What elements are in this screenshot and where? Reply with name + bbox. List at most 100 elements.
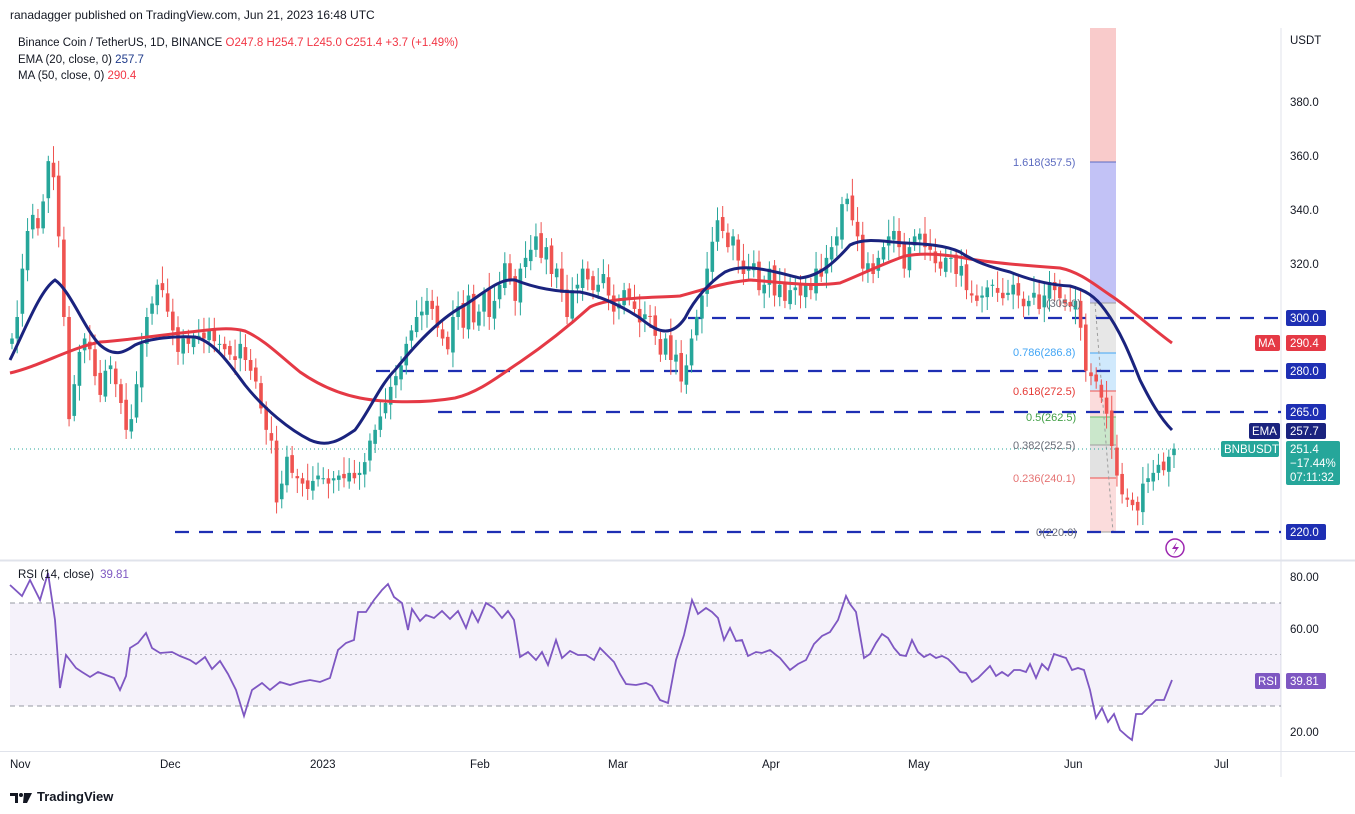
tag-last-value: 251.4 bbox=[1290, 444, 1319, 456]
candle-body bbox=[1026, 300, 1031, 307]
candle-body bbox=[1042, 295, 1047, 308]
candle-body bbox=[254, 367, 258, 382]
lightning-icon[interactable] bbox=[1165, 538, 1185, 558]
month-nov: Nov bbox=[10, 759, 31, 771]
candle-body bbox=[279, 483, 284, 500]
fib-zone-0236 bbox=[1090, 478, 1116, 532]
candle-body bbox=[1084, 324, 1088, 371]
month-apr: Apr bbox=[762, 759, 780, 771]
candle-body bbox=[503, 263, 507, 288]
candle-body bbox=[554, 268, 559, 278]
tag-ema[interactable]: EMA 257.7 bbox=[1249, 423, 1326, 439]
candle-body bbox=[653, 315, 658, 336]
price-tick-380: 380.0 bbox=[1290, 97, 1319, 109]
candle-body bbox=[222, 343, 227, 350]
candle-body bbox=[1078, 300, 1083, 328]
candle-body bbox=[897, 231, 901, 248]
candle-body bbox=[736, 239, 741, 261]
candle-body bbox=[1006, 292, 1010, 295]
rsi-tick-20: 20.00 bbox=[1290, 727, 1319, 739]
candle-body bbox=[186, 336, 191, 344]
candle-body bbox=[731, 236, 735, 246]
tradingview-footer[interactable]: TradingView bbox=[10, 789, 113, 804]
candle-body bbox=[549, 245, 554, 274]
rsi-value: 39.81 bbox=[100, 569, 129, 581]
candle-body bbox=[461, 303, 466, 328]
candle-body bbox=[311, 480, 315, 491]
candle-body bbox=[62, 239, 66, 317]
fibonacci-tool[interactable] bbox=[1090, 28, 1116, 533]
month-jun: Jun bbox=[1064, 759, 1083, 771]
candle-body bbox=[409, 330, 414, 341]
ma-row[interactable]: MA (50, close, 0) 290.4 bbox=[18, 68, 458, 85]
candle-body bbox=[77, 351, 82, 386]
ema-value: 257.7 bbox=[115, 53, 144, 66]
candle-body bbox=[72, 384, 77, 416]
candle-body bbox=[969, 293, 974, 296]
candle-body bbox=[1146, 478, 1150, 483]
candle-body bbox=[1089, 372, 1093, 377]
tag-change: −17.44% bbox=[1290, 458, 1336, 470]
candle-body bbox=[93, 349, 97, 377]
ma50-line[interactable] bbox=[9, 252, 1173, 404]
chart-legend: Binance Coin / TetherUS, 1D, BINANCE O24… bbox=[18, 35, 458, 85]
candle-body bbox=[565, 289, 569, 317]
tag-ma[interactable]: MA 290.4 bbox=[1255, 335, 1326, 351]
rsi-line[interactable] bbox=[9, 572, 1173, 742]
fib-label-0: 0(220.0) bbox=[1036, 527, 1077, 539]
candle-body bbox=[658, 339, 663, 355]
candle-body bbox=[534, 236, 538, 250]
candle-body bbox=[757, 261, 761, 291]
tag-rsi[interactable]: RSI 39.81 bbox=[1255, 673, 1326, 689]
candle-body bbox=[975, 295, 979, 301]
tag-280[interactable]: 280.0 bbox=[1286, 363, 1326, 379]
candle-body bbox=[586, 268, 590, 280]
candle-body bbox=[399, 365, 403, 380]
candle-body bbox=[471, 293, 476, 323]
tag-220[interactable]: 220.0 bbox=[1286, 524, 1326, 540]
tag-300[interactable]: 300.0 bbox=[1286, 310, 1326, 326]
candle-body bbox=[259, 383, 263, 409]
candle-body bbox=[1058, 286, 1062, 299]
candle-body bbox=[528, 249, 533, 262]
candle-body bbox=[113, 368, 118, 385]
candle-body bbox=[373, 429, 377, 444]
candle-body bbox=[876, 257, 881, 271]
tag-265[interactable]: 265.0 bbox=[1286, 404, 1326, 420]
candle-body bbox=[663, 338, 668, 355]
candle-body bbox=[1047, 282, 1052, 299]
candle-body bbox=[1125, 497, 1130, 500]
candle-body bbox=[290, 455, 294, 473]
candle-body bbox=[918, 233, 922, 240]
tag-last-price[interactable]: BNBUSDT 251.4 −17.44% 07:11:32 bbox=[1221, 441, 1340, 485]
candle-body bbox=[440, 329, 445, 339]
candle-body bbox=[430, 300, 434, 309]
ema-row[interactable]: EMA (20, close, 0) 257.7 bbox=[18, 52, 458, 69]
candle-body bbox=[305, 480, 310, 489]
ma-label: MA (50, close, 0) bbox=[18, 70, 105, 82]
candle-body bbox=[1052, 282, 1057, 291]
candle-body bbox=[56, 175, 61, 237]
candle-body bbox=[720, 217, 725, 231]
candle-body bbox=[943, 257, 948, 272]
candle-body bbox=[414, 317, 419, 333]
candle-body bbox=[295, 476, 300, 479]
rsi-tick-80: 80.00 bbox=[1290, 572, 1319, 584]
candle-body bbox=[171, 311, 175, 331]
candle-body bbox=[316, 475, 320, 480]
candle-body bbox=[964, 264, 969, 291]
rsi-legend[interactable]: RSI (14, close) 39.81 bbox=[18, 569, 129, 581]
ema20-line[interactable] bbox=[8, 239, 1174, 445]
candle-body bbox=[985, 287, 990, 298]
symbol-row[interactable]: Binance Coin / TetherUS, 1D, BINANCE O24… bbox=[18, 35, 458, 52]
tag-220-text: 220.0 bbox=[1290, 527, 1319, 539]
candle-body bbox=[1068, 301, 1073, 307]
candle-body bbox=[15, 317, 19, 339]
candle-body bbox=[10, 338, 14, 344]
fib-label-05: 0.5(262.5) bbox=[1026, 412, 1076, 424]
candle-body bbox=[1094, 374, 1098, 382]
candle-body bbox=[36, 218, 40, 229]
candle-body bbox=[238, 343, 243, 359]
candle-body bbox=[352, 472, 357, 479]
